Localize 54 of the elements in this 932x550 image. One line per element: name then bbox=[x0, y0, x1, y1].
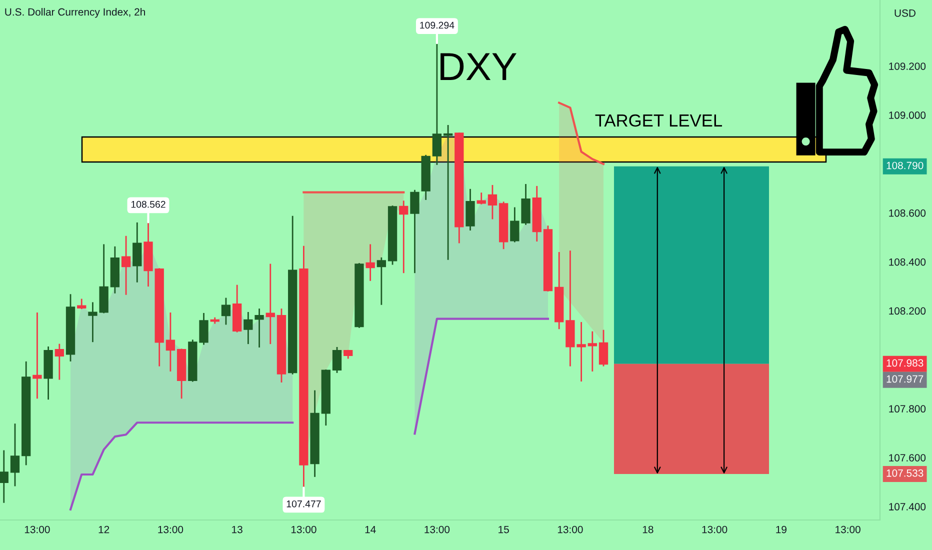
x-tick-label: 13:00 bbox=[158, 526, 184, 534]
annotation: 109.294 bbox=[420, 22, 454, 29]
annotation: 108.790 bbox=[886, 162, 924, 170]
text: 107.977 bbox=[886, 375, 924, 383]
x-tick-label: 13:00 bbox=[836, 526, 860, 534]
candlestick bbox=[488, 184, 498, 220]
candlestick bbox=[410, 189, 420, 274]
y-axis-title: USD bbox=[894, 9, 916, 17]
candlestick bbox=[399, 200, 408, 274]
annotation: DXY bbox=[440, 53, 516, 80]
candlestick bbox=[32, 312, 42, 400]
x-tick-label: 13:00 bbox=[702, 526, 728, 534]
x-tick-label: 14 bbox=[365, 526, 376, 534]
annotation: 107.533 bbox=[886, 469, 924, 477]
y-tick-label: 109.200 bbox=[889, 62, 926, 70]
x-tick-label: 12 bbox=[98, 526, 110, 534]
x-tick-label: 19 bbox=[776, 526, 786, 534]
annotation: 108.562 bbox=[131, 200, 166, 208]
candlestick bbox=[221, 297, 231, 326]
candlestick bbox=[132, 222, 142, 284]
candlestick bbox=[199, 312, 208, 346]
candlestick bbox=[598, 329, 608, 368]
x-tick-label: 13:00 bbox=[24, 526, 50, 534]
y-tick-label: 108.400 bbox=[889, 258, 926, 266]
candlestick bbox=[0, 450, 8, 504]
band-label: TARGET LEVEL bbox=[595, 114, 722, 127]
y-tick-label: 109.000 bbox=[889, 112, 926, 119]
y-tick-label: 108.200 bbox=[889, 307, 926, 315]
y-tick-label: 108.600 bbox=[889, 209, 926, 217]
candlestick bbox=[266, 263, 275, 345]
x-tick-label: 13 bbox=[232, 526, 242, 534]
candlestick bbox=[10, 422, 20, 487]
candlestick bbox=[166, 312, 176, 372]
candlestick bbox=[121, 235, 131, 296]
candlestick bbox=[466, 188, 475, 232]
candlestick bbox=[443, 124, 453, 261]
candlestick bbox=[366, 244, 375, 282]
annotation: 107.477 bbox=[286, 500, 321, 508]
text: U.S. Dollar Currency Index, 2h bbox=[5, 8, 145, 18]
y-tick-label: 107.400 bbox=[889, 503, 926, 510]
candlestick bbox=[376, 256, 386, 306]
annotation: 107.983 bbox=[886, 359, 924, 367]
candlestick bbox=[476, 192, 486, 206]
x-tick-label: 18 bbox=[642, 526, 654, 534]
x-tick-label: 15 bbox=[498, 526, 509, 534]
y-tick-label: 107.600 bbox=[889, 454, 926, 462]
x-tick-label: 13:00 bbox=[291, 526, 316, 534]
candlestick bbox=[54, 343, 64, 380]
candlestick bbox=[77, 298, 86, 310]
x-tick-label: 13:00 bbox=[558, 526, 583, 534]
x-tick-label: 13:00 bbox=[424, 526, 450, 534]
candlestick bbox=[332, 346, 342, 374]
candlestick bbox=[588, 330, 597, 372]
y-tick-label: 107.800 bbox=[889, 405, 926, 413]
